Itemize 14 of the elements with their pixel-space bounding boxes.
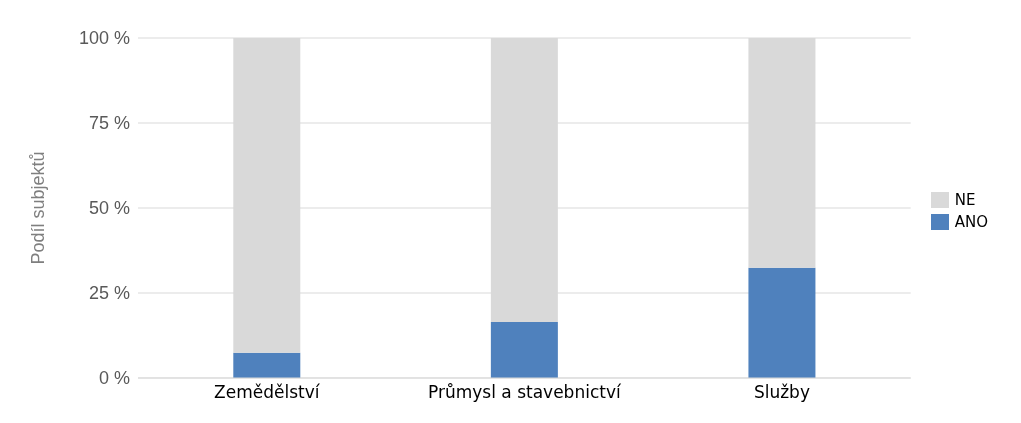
legend-label: ANO [954,212,988,231]
y-tick-label: 50 % [88,198,130,219]
x-tick-label: Zemědělství [214,382,321,403]
x-tick-label: Průmysl a stavebnictví [428,382,622,403]
legend-label: NE [954,190,976,209]
y-tick-label: 25 % [88,283,130,304]
y-tick-label: 100 % [78,28,130,49]
bar [233,352,301,378]
y-tick-label: 75 % [88,113,130,134]
y-tick-label: 0 % [98,368,130,389]
y-axis-title: Podíl subjektů [28,151,49,265]
bar [748,267,816,378]
bar [490,321,558,378]
x-tick-label: Služby [753,382,810,403]
